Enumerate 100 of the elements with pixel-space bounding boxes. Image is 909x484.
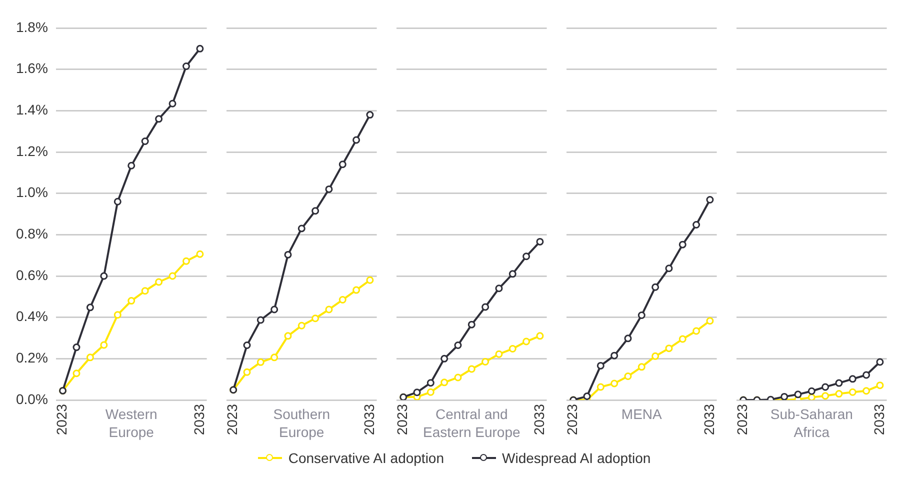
y-tick-label: 1.8% xyxy=(16,18,48,35)
y-tick-label: 0.4% xyxy=(16,308,48,324)
point xyxy=(495,284,503,292)
point xyxy=(100,272,108,280)
x-tick-label: 2023 xyxy=(734,404,750,436)
y-tick-label: 0.8% xyxy=(16,226,48,242)
legend-label: Conservative AI adoption xyxy=(288,450,444,466)
point xyxy=(508,270,516,278)
point xyxy=(808,394,816,400)
point xyxy=(522,338,530,346)
point xyxy=(72,370,80,378)
x-axis-title: MENA xyxy=(621,406,663,422)
point xyxy=(100,341,108,349)
point xyxy=(270,306,278,314)
point xyxy=(196,250,204,258)
y-tick-label: 1.6% xyxy=(16,60,48,76)
point xyxy=(624,372,632,380)
point xyxy=(128,297,136,305)
point xyxy=(678,335,686,343)
point xyxy=(652,352,660,360)
point xyxy=(780,392,788,400)
point xyxy=(440,354,448,362)
point xyxy=(706,196,714,204)
y-tick-label: 0.0% xyxy=(16,390,48,407)
y-tick-label: 0.2% xyxy=(16,350,48,366)
point xyxy=(808,387,816,395)
point xyxy=(692,327,700,335)
point xyxy=(298,224,306,232)
point xyxy=(284,250,292,258)
point xyxy=(284,332,292,340)
point xyxy=(536,238,544,246)
point xyxy=(168,100,176,108)
point xyxy=(366,276,374,284)
x-tick-label: 2023 xyxy=(224,404,240,436)
point xyxy=(256,358,264,366)
point xyxy=(168,272,176,280)
x-tick-label: 2033 xyxy=(360,404,377,436)
point xyxy=(182,62,190,70)
point xyxy=(848,375,856,383)
point xyxy=(596,383,604,391)
x-tick-label: 2023 xyxy=(54,404,70,436)
y-tick-label: 1.2% xyxy=(16,142,48,159)
x-tick-label: 2023 xyxy=(394,404,410,436)
point xyxy=(536,332,544,340)
point xyxy=(426,388,434,396)
x-axis-title: Southern Europe xyxy=(273,406,330,440)
point xyxy=(583,392,591,400)
point xyxy=(72,344,80,352)
x-axis-title: Sub-Saharan Africa xyxy=(770,406,853,440)
point xyxy=(155,278,163,286)
point xyxy=(114,198,122,206)
point xyxy=(325,306,333,314)
x-tick-label: 2033 xyxy=(530,404,547,436)
point xyxy=(196,44,204,52)
point xyxy=(243,368,251,376)
point xyxy=(86,354,94,362)
point xyxy=(652,283,660,291)
point xyxy=(822,392,830,400)
point xyxy=(114,311,122,319)
point xyxy=(440,378,448,386)
x-axis-title: Western Europe xyxy=(105,406,158,440)
point xyxy=(848,388,856,396)
point xyxy=(665,344,673,352)
point xyxy=(835,390,843,398)
point xyxy=(413,388,421,396)
point xyxy=(141,138,149,146)
point xyxy=(468,320,476,328)
legend-label: Widespread AI adoption xyxy=(502,450,651,466)
point xyxy=(638,363,646,371)
point xyxy=(495,350,503,358)
point xyxy=(522,252,530,260)
point xyxy=(338,160,346,168)
x-tick-label: 2023 xyxy=(564,404,580,436)
point xyxy=(862,387,870,395)
x-tick-label: 2033 xyxy=(700,404,717,436)
point xyxy=(508,344,516,352)
point xyxy=(366,111,374,119)
point xyxy=(482,358,490,366)
point xyxy=(862,371,870,379)
point xyxy=(482,303,490,311)
point xyxy=(835,379,843,387)
point xyxy=(426,379,434,387)
point xyxy=(876,382,884,390)
point xyxy=(822,383,830,391)
point xyxy=(270,354,278,362)
y-tick-label: 1.4% xyxy=(16,102,48,118)
point xyxy=(182,257,190,265)
point xyxy=(312,314,320,322)
point xyxy=(325,185,333,193)
point xyxy=(243,341,251,349)
point xyxy=(86,304,94,312)
point xyxy=(638,312,646,320)
point xyxy=(141,287,149,295)
point xyxy=(454,341,462,349)
point xyxy=(624,334,632,342)
point xyxy=(128,162,136,170)
point xyxy=(454,374,462,382)
point xyxy=(876,358,884,366)
point xyxy=(338,296,346,304)
point xyxy=(468,365,476,373)
